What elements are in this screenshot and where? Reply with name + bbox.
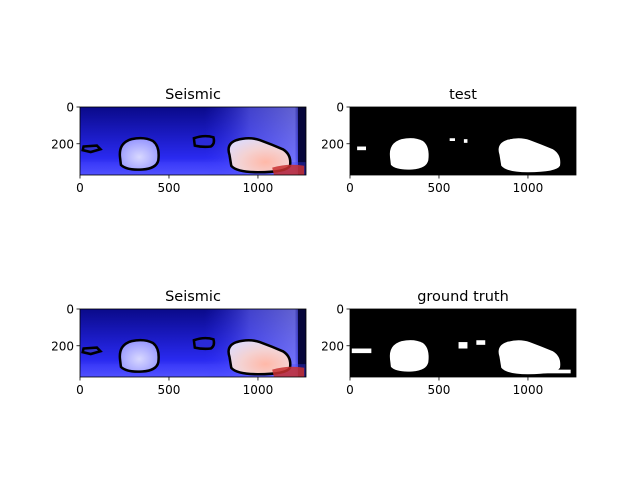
x-tick-label: 500 [428, 383, 451, 397]
x-tick-label: 500 [158, 383, 181, 397]
x-tick-label: 500 [428, 181, 451, 195]
x-tick-label: 0 [346, 383, 354, 397]
y-tick-label: 200 [51, 137, 74, 151]
mask-speck [510, 139, 525, 144]
panel-title: ground truth [417, 289, 509, 305]
y-tick-label: 200 [321, 137, 344, 151]
mask-speck [449, 138, 455, 141]
x-tick-label: 0 [76, 181, 84, 195]
x-tick-label: 1000 [243, 383, 274, 397]
image-bottom-left [80, 309, 306, 377]
mask-speck [463, 139, 468, 143]
panel-title: Seismic [165, 289, 221, 305]
panel-title: Seismic [165, 87, 221, 103]
image-top-right [350, 107, 576, 175]
panel-bottom-right: ground truth 0 500 1000 0 200 [321, 289, 577, 397]
y-tick-label: 0 [336, 101, 344, 115]
mask-speck [351, 348, 372, 354]
axes-frame [349, 106, 577, 176]
y-tick-label: 0 [66, 101, 74, 115]
mask-speck [458, 342, 468, 349]
image-bottom-right [350, 309, 576, 377]
x-tick-label: 1000 [513, 181, 544, 195]
x-tick-label: 1000 [513, 383, 544, 397]
y-tick-label: 0 [66, 303, 74, 317]
mask-speck [357, 146, 367, 151]
x-tick-label: 0 [76, 383, 84, 397]
panel-bottom-left: Seismic 0 500 1000 0 200 [51, 289, 307, 397]
panel-top-left: Seismic 0 500 1000 0 200 [51, 87, 307, 195]
panel-title: test [449, 87, 477, 103]
mask-speck [476, 340, 486, 345]
image-top-left [80, 107, 306, 175]
axes-frame [79, 106, 307, 176]
mask-speck [536, 152, 553, 159]
y-tick-label: 0 [336, 303, 344, 317]
mask-speck [513, 141, 521, 145]
x-tick-label: 1000 [243, 181, 274, 195]
y-tick-label: 200 [51, 339, 74, 353]
axes-frame [349, 308, 577, 378]
x-tick-label: 500 [158, 181, 181, 195]
axes-frame [79, 308, 307, 378]
x-tick-label: 0 [346, 181, 354, 195]
mask-speck [538, 369, 571, 374]
panel-top-right: test 0 500 1000 0 200 [321, 87, 577, 195]
y-tick-label: 200 [321, 339, 344, 353]
